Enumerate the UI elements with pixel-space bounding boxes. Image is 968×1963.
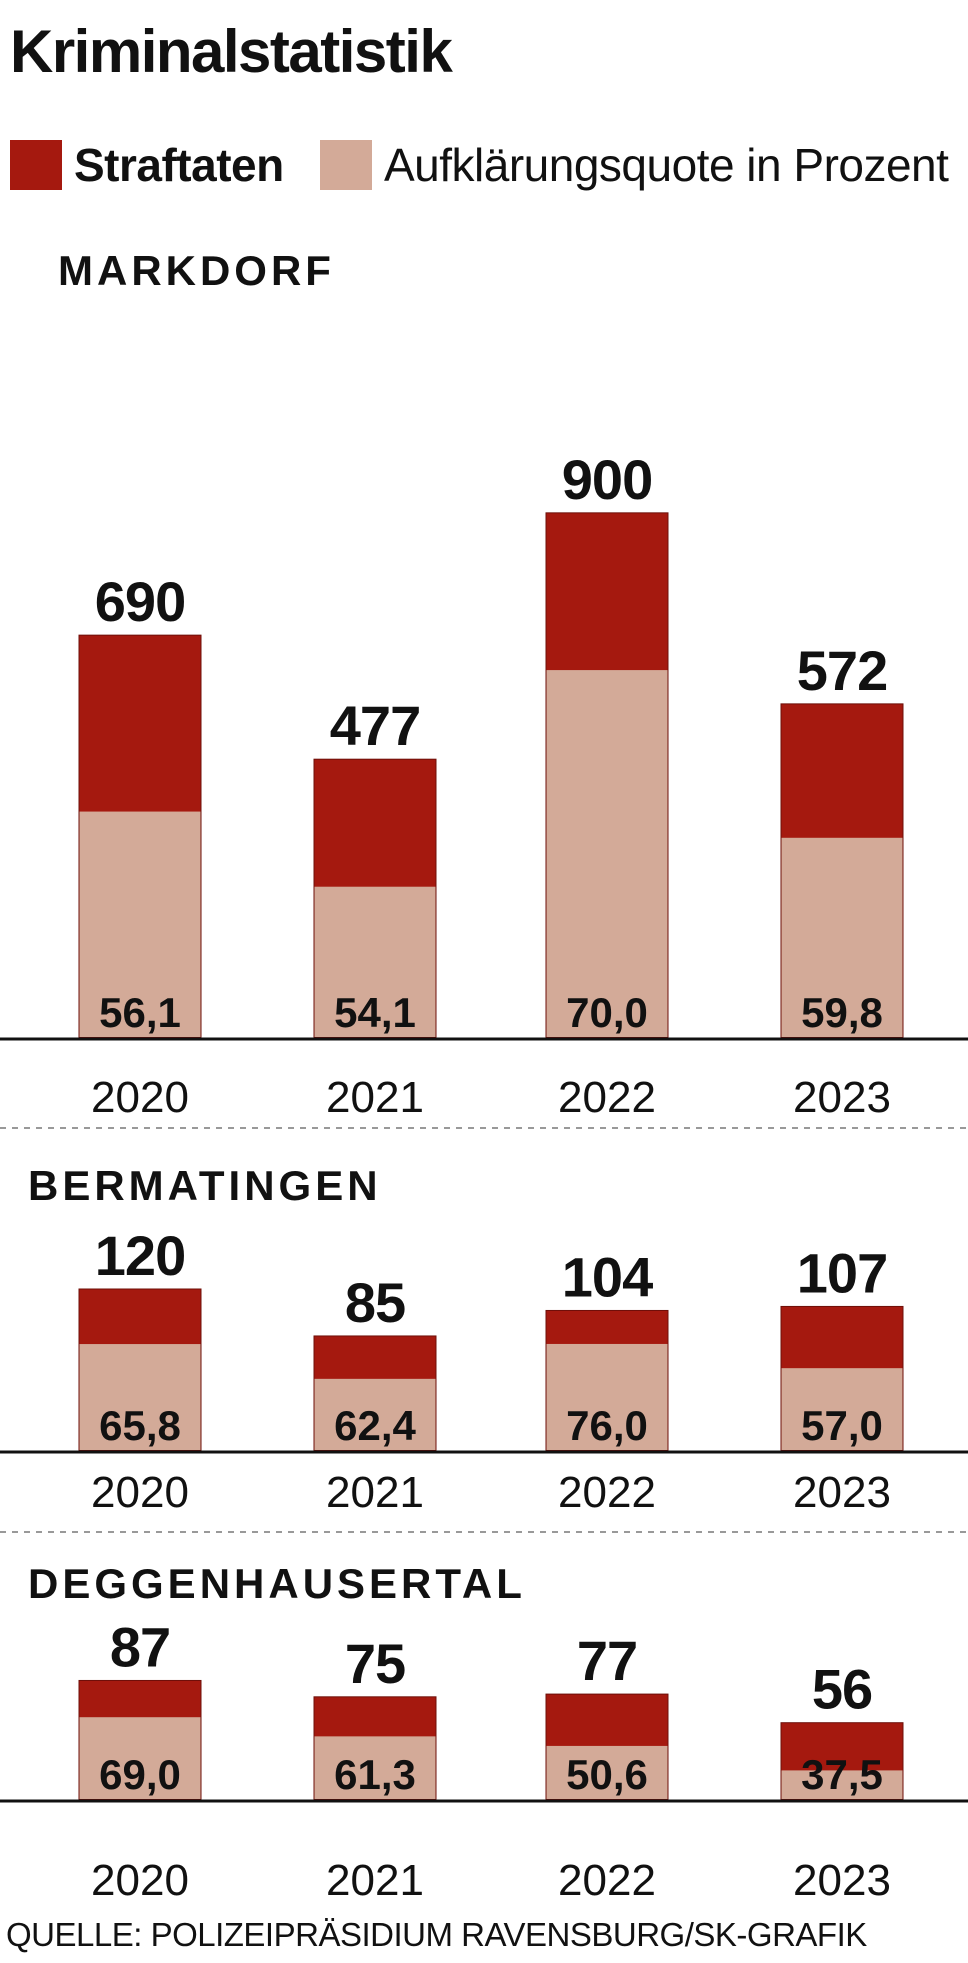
value-label-clearance-deggenhausertal-2020: 69,0 <box>99 1751 181 1798</box>
legend-swatch-crimes <box>10 140 62 190</box>
chart-title: Kriminalstatistik <box>10 18 453 85</box>
value-label-crimes-markdorf-2021: 477 <box>330 694 420 757</box>
value-label-crimes-bermatingen-2020: 120 <box>95 1224 185 1287</box>
legend-label-crimes: Straftaten <box>74 139 284 191</box>
value-label-clearance-deggenhausertal-2023: 37,5 <box>801 1751 883 1798</box>
value-label-clearance-markdorf-2021: 54,1 <box>334 989 416 1036</box>
tick-label-bermatingen-2021: 2021 <box>326 1468 424 1517</box>
legend-label-clearance: Aufklärungsquote in Prozent <box>384 139 949 191</box>
bar-clearance-markdorf-2022 <box>546 670 668 1037</box>
value-label-clearance-markdorf-2022: 70,0 <box>566 989 648 1036</box>
value-label-clearance-markdorf-2023: 59,8 <box>801 989 883 1036</box>
value-label-crimes-deggenhausertal-2021: 75 <box>345 1632 405 1695</box>
value-label-crimes-markdorf-2022: 900 <box>562 448 652 511</box>
bar-clearance-bermatingen-2023 <box>781 1368 903 1450</box>
tick-label-bermatingen-2020: 2020 <box>91 1468 189 1517</box>
value-label-clearance-markdorf-2020: 56,1 <box>99 989 181 1036</box>
bar-clearance-deggenhausertal-2021 <box>314 1736 436 1799</box>
bar-clearance-deggenhausertal-2020 <box>79 1717 201 1799</box>
value-label-clearance-bermatingen-2022: 76,0 <box>566 1402 648 1449</box>
tick-label-markdorf-2020: 2020 <box>91 1073 189 1122</box>
panel-title-markdorf: MARKDORF <box>58 247 335 294</box>
bar-clearance-markdorf-2020 <box>79 811 201 1037</box>
bar-clearance-bermatingen-2020 <box>79 1344 201 1450</box>
panel-title-deggenhausertal: DEGGENHAUSERTAL <box>28 1560 526 1607</box>
value-label-clearance-deggenhausertal-2021: 61,3 <box>334 1751 416 1798</box>
legend-swatch-clearance <box>320 140 372 190</box>
bar-clearance-markdorf-2021 <box>314 886 436 1037</box>
source-note: QUELLE: POLIZEIPRÄSIDIUM RAVENSBURG/SK-G… <box>6 1916 867 1953</box>
tick-label-deggenhausertal-2021: 2021 <box>326 1856 424 1905</box>
value-label-crimes-deggenhausertal-2020: 87 <box>110 1615 170 1678</box>
value-label-clearance-bermatingen-2023: 57,0 <box>801 1402 883 1449</box>
tick-label-markdorf-2023: 2023 <box>793 1073 891 1122</box>
value-label-crimes-markdorf-2020: 690 <box>95 570 185 633</box>
bar-clearance-deggenhausertal-2022 <box>546 1745 668 1799</box>
bar-clearance-deggenhausertal-2023 <box>781 1770 903 1799</box>
value-label-clearance-deggenhausertal-2022: 50,6 <box>566 1751 648 1798</box>
tick-label-bermatingen-2023: 2023 <box>793 1468 891 1517</box>
value-label-crimes-bermatingen-2021: 85 <box>345 1271 405 1334</box>
tick-label-deggenhausertal-2020: 2020 <box>91 1856 189 1905</box>
value-label-crimes-markdorf-2023: 572 <box>797 639 887 702</box>
value-label-crimes-bermatingen-2022: 104 <box>562 1245 653 1308</box>
legend: Straftaten Aufklärungsquote in Prozent <box>10 128 960 191</box>
value-label-crimes-deggenhausertal-2023: 56 <box>812 1658 872 1721</box>
panel-title-bermatingen: BERMATINGEN <box>28 1162 382 1209</box>
bar-clearance-bermatingen-2021 <box>314 1378 436 1450</box>
value-label-crimes-deggenhausertal-2022: 77 <box>577 1629 637 1692</box>
value-label-clearance-bermatingen-2021: 62,4 <box>334 1402 416 1449</box>
tick-label-markdorf-2021: 2021 <box>326 1073 424 1122</box>
tick-label-markdorf-2022: 2022 <box>558 1073 656 1122</box>
bar-clearance-bermatingen-2022 <box>546 1343 668 1450</box>
tick-label-bermatingen-2022: 2022 <box>558 1468 656 1517</box>
tick-label-deggenhausertal-2022: 2022 <box>558 1856 656 1905</box>
value-label-clearance-bermatingen-2020: 65,8 <box>99 1402 181 1449</box>
tick-label-deggenhausertal-2023: 2023 <box>793 1856 891 1905</box>
value-label-crimes-bermatingen-2023: 107 <box>797 1241 887 1304</box>
bar-clearance-markdorf-2023 <box>781 837 903 1037</box>
